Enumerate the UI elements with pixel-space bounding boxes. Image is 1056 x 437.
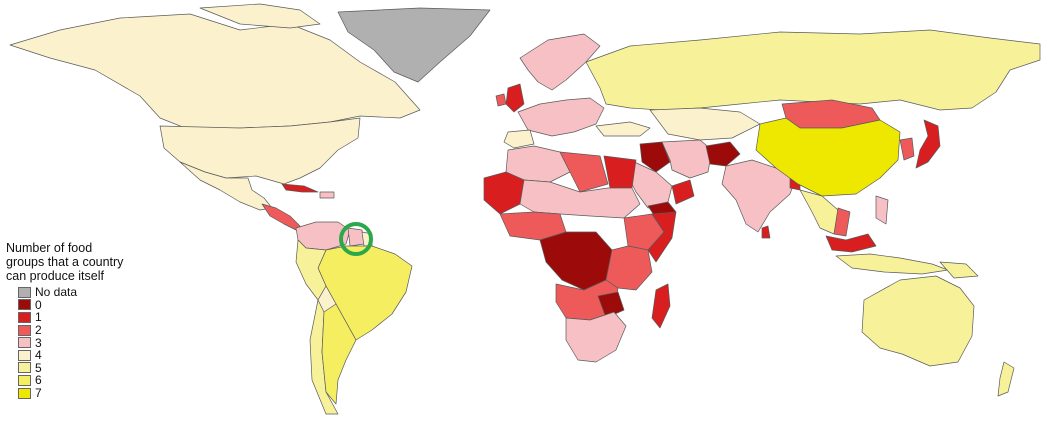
west-africa <box>483 171 525 215</box>
oman <box>671 179 695 205</box>
legend-item: 1 <box>6 310 176 325</box>
zimbabwe <box>597 291 625 319</box>
congo-basin <box>539 231 613 291</box>
sahel <box>519 179 641 219</box>
central-america <box>261 203 301 231</box>
legend-item: 3 <box>6 335 176 350</box>
legend-title-line: Number of food <box>6 241 93 255</box>
new-zealand <box>997 361 1015 397</box>
legend-label: No data <box>35 285 78 300</box>
iraq-syria <box>639 141 671 173</box>
scandinavia <box>519 33 601 91</box>
guyana-highlight-circle <box>339 222 373 256</box>
madagascar <box>651 283 671 329</box>
legend-items: No data 0 1 2 3 4 5 6 7 <box>6 285 176 401</box>
legend-item: 5 <box>6 360 176 375</box>
greenland <box>337 7 491 83</box>
australia <box>861 275 975 367</box>
vietnam <box>833 207 851 237</box>
southeast-asia <box>799 189 839 235</box>
somalia <box>647 211 677 263</box>
legend-label: 3 <box>35 335 42 350</box>
legend-swatch <box>18 324 31 336</box>
legend-title: Number of food groups that a country can… <box>6 241 176 283</box>
legend-label: 7 <box>35 386 42 401</box>
japan <box>915 119 941 169</box>
legend-title-line: can produce itself <box>6 269 104 283</box>
united-kingdom <box>505 83 525 113</box>
map-legend: Number of food groups that a country can… <box>6 241 176 401</box>
legend-label: 0 <box>35 297 42 312</box>
legend-label: 2 <box>35 323 42 338</box>
turkey <box>595 121 651 137</box>
cuba <box>281 183 319 193</box>
mexico <box>179 161 273 211</box>
guyana <box>347 227 365 247</box>
legend-label: 1 <box>35 310 42 325</box>
legend-swatch <box>18 311 31 323</box>
russia <box>585 29 1041 111</box>
philippines <box>875 195 889 225</box>
united-states <box>159 117 361 185</box>
argentina <box>321 303 357 405</box>
legend-swatch <box>18 286 31 298</box>
malaysia <box>825 233 877 253</box>
canada-region <box>9 13 421 129</box>
iberia <box>503 129 535 149</box>
iran <box>661 139 713 179</box>
south-africa <box>565 311 627 363</box>
papua-new-guinea <box>939 261 979 279</box>
indonesia <box>835 253 949 275</box>
legend-swatch <box>18 299 31 311</box>
legend-title-line: groups that a country <box>6 255 124 269</box>
central-asia <box>649 107 761 141</box>
legend-swatch <box>18 374 31 386</box>
ireland <box>495 93 507 107</box>
legend-item: 7 <box>6 386 176 401</box>
libya <box>559 151 609 193</box>
legend-swatch <box>18 337 31 349</box>
legend-item: 0 <box>6 297 176 312</box>
afghanistan <box>705 141 741 167</box>
egypt <box>603 155 637 189</box>
legend-item: 6 <box>6 373 176 388</box>
western-europe <box>517 97 605 137</box>
china <box>755 117 901 197</box>
legend-label: 6 <box>35 373 42 388</box>
legend-item: 2 <box>6 323 176 338</box>
sri-lanka <box>761 225 771 239</box>
india <box>721 159 797 233</box>
legend-swatch <box>18 362 31 374</box>
legend-item: 4 <box>6 348 176 363</box>
arctic-islands <box>199 3 321 29</box>
legend-label: 4 <box>35 348 42 363</box>
legend-swatch <box>18 387 31 399</box>
east-africa <box>605 245 653 291</box>
legend-swatch <box>18 349 31 361</box>
legend-item: No data <box>6 285 176 300</box>
hispaniola <box>319 191 335 199</box>
korea <box>899 137 915 161</box>
legend-label: 5 <box>35 360 42 375</box>
